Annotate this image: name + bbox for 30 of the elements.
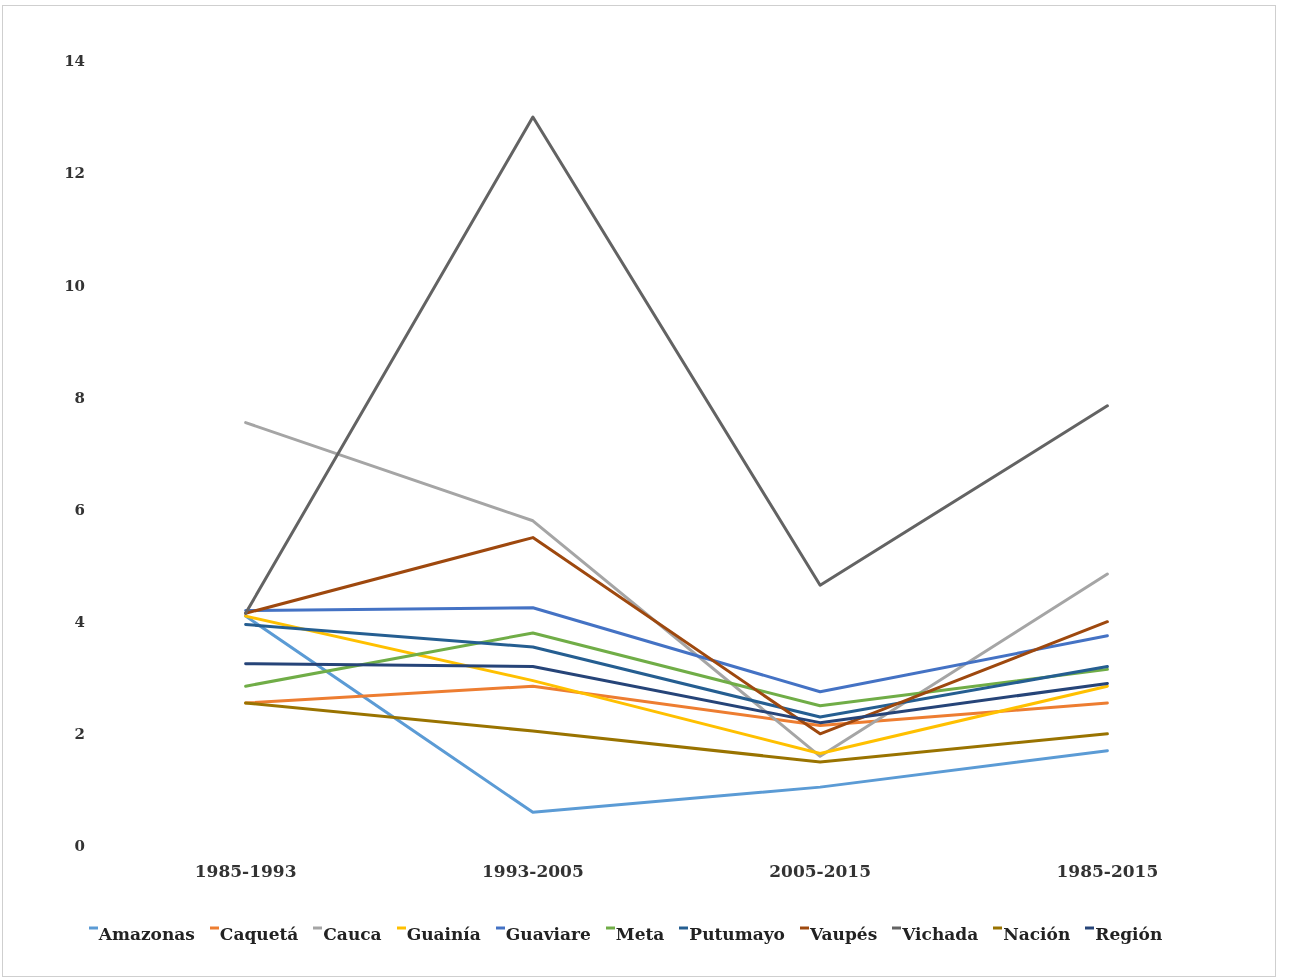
- y-tick-label: 2: [74, 725, 85, 744]
- legend-label: Vichada: [902, 923, 979, 945]
- y-tick-label: 12: [64, 164, 85, 183]
- legend-label: Guaviare: [505, 923, 591, 945]
- x-tick-label: 1985-2015: [1056, 861, 1159, 882]
- line-series: [244, 701, 1109, 764]
- line-series: [244, 614, 1109, 755]
- legend-label: Meta: [615, 923, 665, 945]
- y-tick-label: 8: [74, 388, 85, 407]
- y-tick-label: 4: [74, 613, 85, 632]
- x-tick-label: 2005-2015: [769, 861, 871, 882]
- legend-label: Cauca: [323, 923, 382, 945]
- y-tick-label: 6: [74, 500, 85, 519]
- line-series: [244, 606, 1109, 694]
- y-tick-label: 14: [64, 52, 85, 71]
- line-series: [244, 623, 1109, 719]
- legend-label: Putumayo: [689, 923, 785, 945]
- line-series: [244, 662, 1109, 725]
- legend-label: Caquetá: [219, 923, 299, 945]
- y-tick-label: 0: [74, 837, 85, 856]
- x-tick-label: 1985-1993: [194, 861, 297, 882]
- x-tick-label: 1993-2005: [482, 861, 584, 882]
- legend-label: Amazonas: [98, 923, 195, 945]
- legend-label: Región: [1095, 923, 1163, 945]
- legend-label: Vaupés: [809, 923, 878, 945]
- line-series: [244, 536, 1109, 736]
- legend-label: Guainía: [406, 923, 481, 945]
- line-series: [244, 115, 1109, 615]
- legend-label: Nación: [1003, 923, 1071, 945]
- y-tick-label: 10: [64, 276, 85, 295]
